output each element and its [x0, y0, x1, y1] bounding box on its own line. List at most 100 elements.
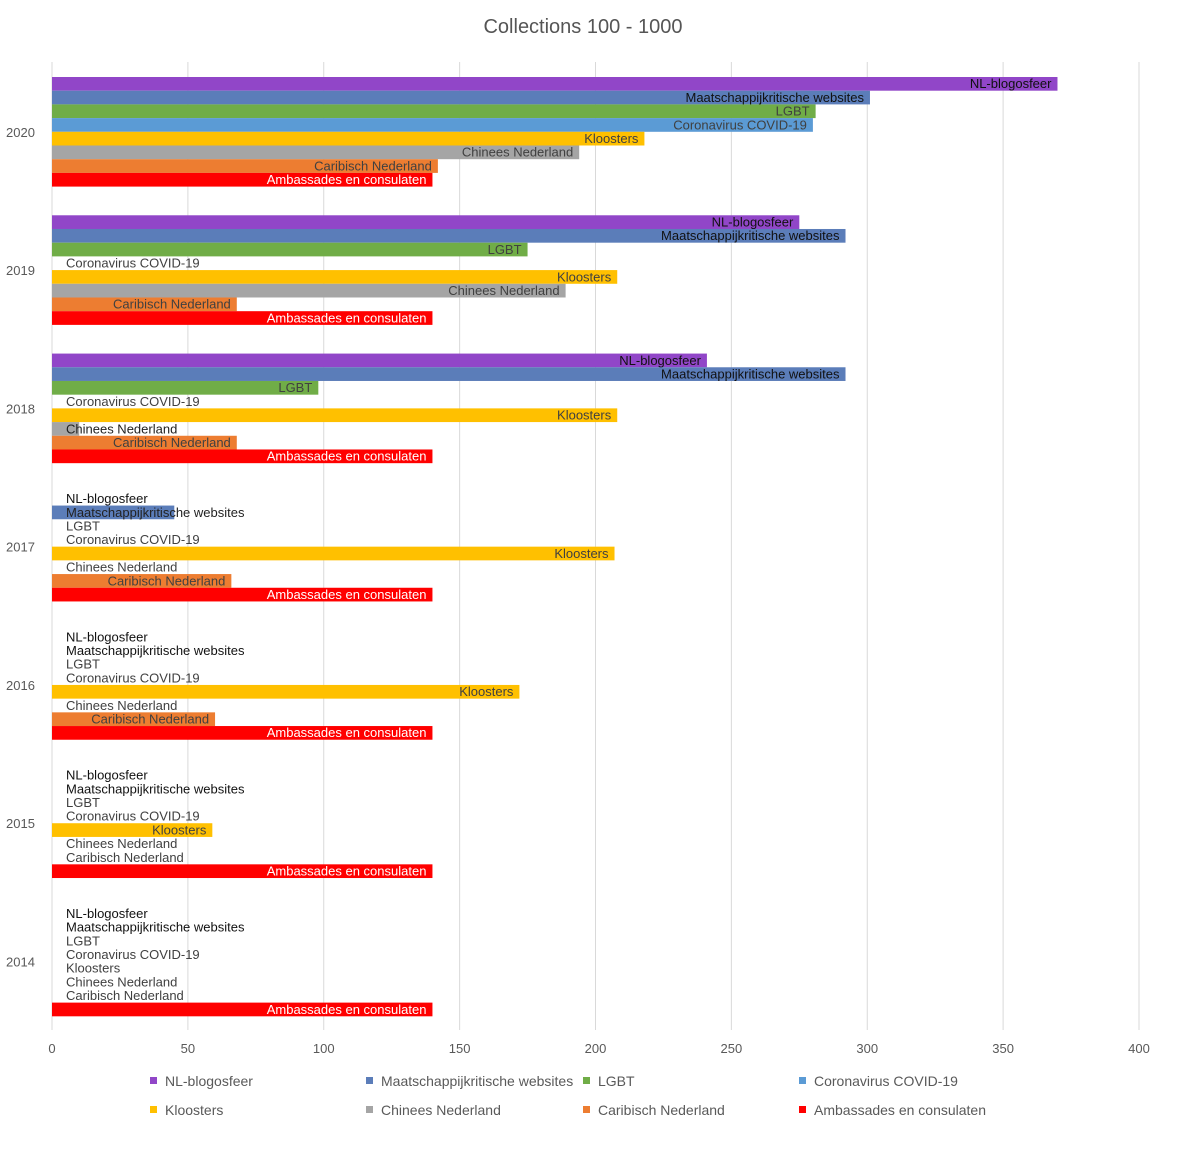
data-label: Chinees Nederland	[66, 698, 177, 713]
x-tick-label: 250	[721, 1041, 743, 1056]
legend-item: Maatschappijkritische websites	[366, 1072, 583, 1089]
x-tick-label: 100	[313, 1041, 335, 1056]
x-tick-label: 200	[585, 1041, 607, 1056]
data-label: Ambassades en consulaten	[267, 725, 427, 740]
x-tick-label: 0	[48, 1041, 55, 1056]
legend-item: Chinees Nederland	[366, 1101, 583, 1118]
data-label: Caribisch Nederland	[91, 712, 209, 727]
data-label: NL-blogosfeer	[66, 629, 148, 644]
data-label: Chinees Nederland	[66, 560, 177, 575]
legend-swatch	[583, 1077, 590, 1084]
data-label: Ambassades en consulaten	[267, 864, 427, 879]
data-label: Caribisch Nederland	[66, 988, 184, 1003]
data-label: Chinees Nederland	[66, 836, 177, 851]
bar	[52, 90, 870, 105]
legend-item: Kloosters	[150, 1101, 366, 1118]
x-tick-label: 400	[1128, 1041, 1150, 1056]
bar	[52, 242, 528, 257]
data-label: Kloosters	[152, 822, 207, 837]
bar	[52, 712, 216, 727]
data-label: NL-blogosfeer	[66, 491, 148, 506]
data-label: Chinees Nederland	[462, 145, 573, 160]
data-label: Caribisch Nederland	[66, 850, 184, 865]
data-label: Ambassades en consulaten	[267, 1002, 427, 1017]
data-label: Kloosters	[66, 961, 121, 976]
x-tick-label: 300	[856, 1041, 878, 1056]
data-label: Coronavirus COVID-19	[66, 670, 200, 685]
bar	[52, 172, 433, 187]
data-label: LGBT	[66, 518, 100, 533]
category-label: 2019	[6, 263, 35, 278]
bar	[52, 864, 433, 879]
bar	[52, 380, 319, 395]
data-label: Caribisch Nederland	[314, 158, 432, 173]
bar	[52, 228, 846, 243]
legend-swatch	[150, 1106, 157, 1113]
x-tick-label: 50	[181, 1041, 195, 1056]
bar	[52, 1002, 433, 1017]
legend-label: Kloosters	[165, 1101, 224, 1118]
legend-label: NL-blogosfeer	[165, 1072, 253, 1089]
bar	[52, 145, 580, 160]
data-label: Coronavirus COVID-19	[66, 256, 200, 271]
bar	[52, 684, 520, 699]
category-label: 2018	[6, 401, 35, 416]
bar	[52, 435, 237, 450]
legend-label: Maatschappijkritische websites	[381, 1072, 574, 1089]
data-label: Kloosters	[584, 131, 639, 146]
bar	[52, 574, 232, 588]
data-label: Chinees Nederland	[448, 283, 559, 298]
data-label: Maatschappijkritische websites	[685, 90, 864, 105]
data-label: Maatschappijkritische websites	[66, 505, 245, 520]
bar	[52, 297, 237, 312]
legend-swatch	[366, 1077, 373, 1084]
legend-item: Ambassades en consulaten	[799, 1101, 1059, 1118]
legend-swatch	[583, 1106, 590, 1113]
data-label: Ambassades en consulaten	[267, 310, 427, 325]
data-label: NL-blogosfeer	[66, 906, 148, 921]
data-label: LGBT	[66, 657, 100, 672]
chart-title: Collections 100 - 1000	[483, 16, 683, 38]
bar	[52, 367, 846, 381]
category-label: 2020	[6, 125, 35, 140]
data-label: LGBT	[66, 795, 100, 810]
legend-swatch	[799, 1077, 806, 1084]
data-label: Maatschappijkritische websites	[661, 366, 840, 381]
data-label: Maatschappijkritische websites	[661, 228, 840, 243]
category-label: 2016	[6, 678, 35, 693]
data-label: Chinees Nederland	[66, 974, 177, 989]
data-label: Kloosters	[459, 684, 514, 699]
bar	[52, 505, 175, 520]
legend-label: Caribisch Nederland	[598, 1101, 725, 1118]
bar	[52, 408, 618, 423]
bar	[52, 311, 433, 325]
legend-item: Coronavirus COVID-19	[799, 1072, 1059, 1089]
x-tick-label: 150	[449, 1041, 471, 1056]
data-label: Caribisch Nederland	[113, 435, 231, 450]
legend-swatch	[150, 1077, 157, 1084]
bar	[52, 283, 566, 298]
data-label: Coronavirus COVID-19	[66, 394, 200, 409]
data-label: Caribisch Nederland	[113, 297, 231, 312]
bar	[52, 159, 438, 173]
legend-item: Caribisch Nederland	[583, 1101, 799, 1118]
legend-label: Coronavirus COVID-19	[814, 1072, 958, 1089]
bar	[52, 270, 618, 284]
legend-label: Chinees Nederland	[381, 1101, 501, 1118]
data-label: LGBT	[278, 380, 312, 395]
x-tick-label: 350	[992, 1041, 1014, 1056]
data-label: Maatschappijkritische websites	[66, 643, 245, 658]
chart-legend: NL-blogosfeer Maatschappijkritische websi…	[150, 1072, 1170, 1118]
data-label: NL-blogosfeer	[712, 214, 794, 229]
data-label: Coronavirus COVID-19	[66, 809, 200, 824]
category-label: 2017	[6, 540, 35, 555]
data-label: Chinees Nederland	[66, 421, 177, 436]
data-label: Kloosters	[557, 269, 612, 284]
data-label: LGBT	[488, 242, 522, 257]
data-label: Coronavirus COVID-19	[673, 117, 807, 132]
data-label: Coronavirus COVID-19	[66, 947, 200, 962]
category-label: 2014	[6, 955, 35, 970]
data-label: Ambassades en consulaten	[267, 449, 427, 464]
data-label: Coronavirus COVID-19	[66, 532, 200, 547]
